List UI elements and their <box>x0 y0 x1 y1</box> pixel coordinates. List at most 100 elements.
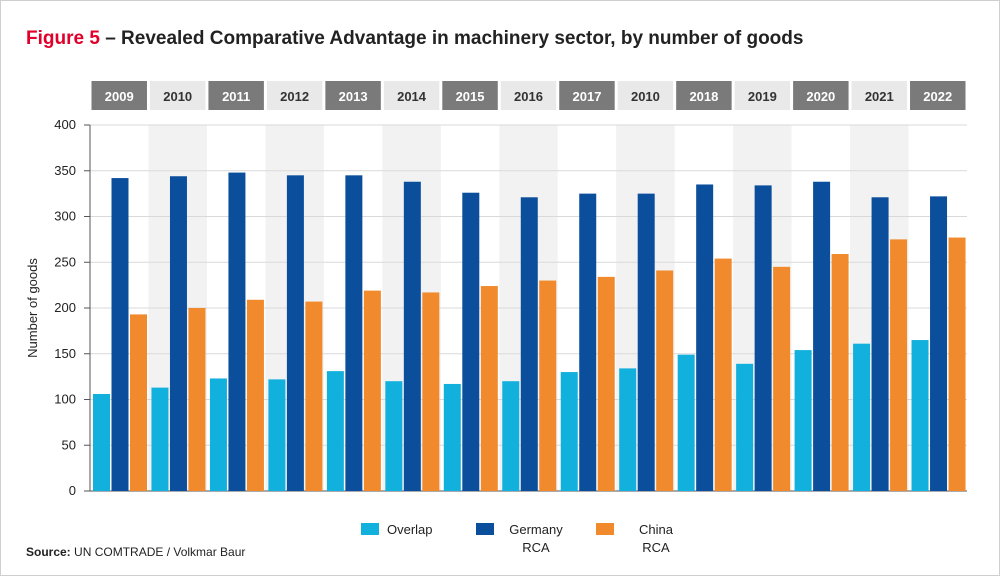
year-header-label: 2018 <box>689 89 718 104</box>
figure-title: Figure 5 – Revealed Comparative Advantag… <box>26 28 803 50</box>
year-header-label: 2019 <box>748 89 777 104</box>
bar-overlap <box>443 383 461 491</box>
bar-china-rca <box>890 239 908 491</box>
y-tick-label: 150 <box>54 346 76 361</box>
year-header-label: 2013 <box>339 89 368 104</box>
bar-china-rca <box>831 254 849 491</box>
bar-china-rca <box>246 299 264 491</box>
y-tick-label: 100 <box>54 392 76 407</box>
y-axis-label: Number of goods <box>25 258 40 358</box>
year-header-label: 2011 <box>222 89 250 104</box>
bar-china-rca <box>188 308 206 491</box>
year-header-label: 2020 <box>806 89 835 104</box>
year-header-box <box>617 81 674 110</box>
bar-china-rca <box>480 286 498 491</box>
bar-overlap <box>619 368 637 491</box>
year-header-label: 2014 <box>397 89 427 104</box>
bar-china-rca <box>539 280 557 491</box>
legend-swatch <box>596 523 614 535</box>
bar-overlap <box>385 381 403 491</box>
bar-overlap <box>326 371 344 491</box>
bar-china-rca <box>305 301 323 491</box>
bar-overlap <box>151 387 169 491</box>
legend-label: China <box>639 522 674 537</box>
bar-china-rca <box>773 266 791 491</box>
year-header-box <box>676 81 732 110</box>
bar-germany-rca <box>813 181 831 492</box>
year-header-box <box>910 81 966 110</box>
bar-germany-rca <box>696 184 714 491</box>
bar-china-rca <box>422 292 440 491</box>
y-tick-label: 200 <box>54 300 76 315</box>
y-tick-label: 350 <box>54 163 76 178</box>
legend-label: RCA <box>522 540 550 555</box>
source-note: Source: UN COMTRADE / Volkmar Baur <box>26 545 245 559</box>
year-header-label: 2009 <box>105 89 134 104</box>
bar-overlap <box>93 394 110 491</box>
bar-china-rca <box>948 237 966 491</box>
source-label: Source: <box>26 545 71 559</box>
bar-overlap <box>502 381 520 491</box>
y-tick-label: 400 <box>54 117 76 132</box>
year-header-box <box>325 81 381 110</box>
bar-china-rca <box>656 270 674 491</box>
bar-germany-rca <box>111 178 129 491</box>
legend-swatch <box>361 523 379 535</box>
year-header-box <box>266 81 323 110</box>
year-header-label: 2010 <box>163 89 192 104</box>
bar-germany-rca <box>579 193 597 491</box>
bar-germany-rca <box>871 197 889 491</box>
bar-germany-rca <box>228 172 246 491</box>
bar-germany-rca <box>754 185 772 491</box>
figure-label: Figure 5 <box>26 28 100 49</box>
bar-germany-rca <box>345 175 363 491</box>
year-header-label: 2021 <box>865 89 894 104</box>
year-header-box <box>734 81 791 110</box>
bar-overlap <box>209 378 227 491</box>
year-header-box <box>208 81 264 110</box>
legend-label: Germany <box>509 522 563 537</box>
bar-overlap <box>853 343 871 491</box>
legend-swatch <box>476 523 494 535</box>
bar-china-rca <box>363 290 381 491</box>
year-header-box <box>793 81 849 110</box>
bar-overlap <box>736 363 754 491</box>
year-header-label: 2017 <box>573 89 602 104</box>
y-tick-label: 250 <box>54 254 76 269</box>
year-header-box <box>559 81 615 110</box>
year-header-box <box>91 81 147 110</box>
legend-label: Overlap <box>387 522 433 537</box>
bar-china-rca <box>597 276 615 491</box>
bar-overlap <box>560 372 578 491</box>
year-header-box <box>442 81 498 110</box>
year-header-label: 2010 <box>631 89 660 104</box>
year-header-label: 2015 <box>456 89 485 104</box>
bar-germany-rca <box>286 175 304 491</box>
year-header-label: 2012 <box>280 89 309 104</box>
bar-overlap <box>794 350 812 491</box>
bar-overlap <box>911 340 929 491</box>
bar-germany-rca <box>930 196 948 491</box>
year-header-label: 2016 <box>514 89 543 104</box>
bar-overlap <box>677 354 695 491</box>
year-header-box <box>149 81 206 110</box>
bar-germany-rca <box>169 176 187 492</box>
bar-china-rca <box>714 258 732 491</box>
bar-china-rca <box>130 314 147 491</box>
bar-germany-rca <box>403 181 421 492</box>
year-header-box <box>851 81 908 110</box>
bar-germany-rca <box>462 192 480 491</box>
year-header-label: 2022 <box>923 89 952 104</box>
y-tick-label: 0 <box>69 483 76 498</box>
source-text: UN COMTRADE / Volkmar Baur <box>74 545 246 559</box>
bar-germany-rca <box>637 193 655 491</box>
figure-title-text: – Revealed Comparative Advantage in mach… <box>105 28 804 49</box>
bar-overlap <box>268 379 286 491</box>
bar-germany-rca <box>520 197 538 491</box>
year-header-box <box>500 81 557 110</box>
legend-label: RCA <box>642 540 670 555</box>
year-header-box <box>383 81 440 110</box>
y-tick-label: 50 <box>62 437 76 452</box>
